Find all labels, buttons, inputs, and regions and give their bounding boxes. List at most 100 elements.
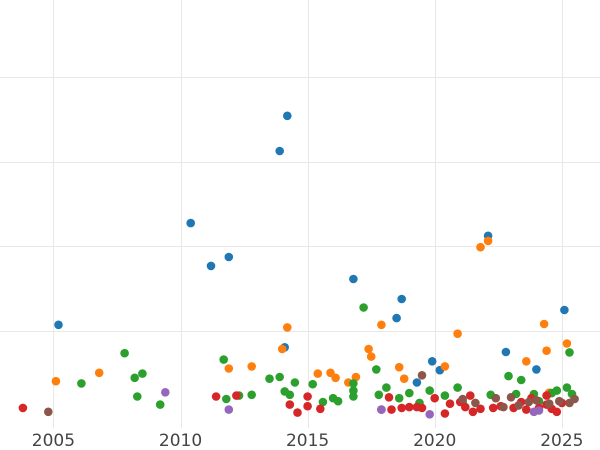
series-0 (54, 111, 569, 387)
data-point (501, 347, 511, 357)
data-point (51, 376, 61, 386)
data-point (219, 355, 228, 364)
data-point (552, 407, 562, 417)
data-point (445, 399, 455, 409)
data-point (285, 400, 295, 409)
series-4 (161, 388, 544, 419)
data-point (222, 394, 231, 404)
data-point (331, 373, 340, 383)
data-point (186, 218, 195, 228)
data-point (54, 320, 63, 330)
data-point (313, 369, 323, 378)
data-point (491, 393, 501, 403)
x-axis-ticks: 2005 2010 2015 2020 2025 (32, 431, 584, 450)
data-point (430, 393, 440, 403)
data-point (453, 329, 462, 339)
data-point (303, 392, 312, 401)
data-point (206, 261, 216, 271)
x-tick-label: 2020 (413, 431, 456, 450)
data-point (377, 405, 386, 414)
data-point (318, 397, 328, 407)
data-point (522, 405, 531, 414)
data-point (130, 373, 139, 383)
data-point (377, 320, 386, 330)
data-point (397, 294, 407, 304)
data-point (522, 357, 531, 366)
data-point (211, 392, 221, 401)
data-point (570, 394, 579, 404)
data-point (488, 403, 498, 413)
data-point (427, 357, 437, 366)
data-point (453, 383, 462, 392)
data-point (539, 319, 549, 329)
data-point (560, 305, 569, 315)
data-point (565, 348, 574, 357)
data-point (77, 379, 86, 388)
data-point (440, 409, 450, 418)
data-point (405, 402, 414, 412)
data-point (155, 400, 165, 409)
data-point (417, 403, 427, 413)
data-point (275, 146, 285, 156)
data-point (471, 398, 480, 408)
data-point (283, 323, 292, 332)
data-point (247, 390, 256, 400)
data-point (532, 365, 541, 374)
x-tick-label: 2015 (286, 431, 329, 450)
data-point (461, 402, 470, 412)
data-point (133, 392, 142, 401)
data-point (94, 368, 104, 378)
data-point (542, 391, 551, 400)
data-points (18, 111, 579, 419)
data-point (366, 352, 376, 361)
data-point (552, 386, 562, 395)
data-point (562, 383, 572, 392)
grid (0, 0, 600, 428)
data-point (440, 391, 450, 400)
data-point (483, 236, 493, 246)
data-point (514, 401, 523, 410)
data-point (405, 388, 414, 398)
data-point (544, 399, 554, 409)
data-point (232, 391, 241, 400)
data-point (349, 274, 358, 284)
data-point (392, 313, 401, 323)
data-point (308, 379, 318, 389)
data-point (387, 405, 396, 414)
data-point (283, 111, 292, 121)
x-tick-label: 2005 (32, 431, 75, 450)
data-point (504, 371, 513, 381)
data-point (524, 397, 534, 407)
data-point (468, 407, 478, 417)
data-point (275, 372, 285, 382)
data-point (516, 375, 526, 385)
series-1 (51, 236, 572, 398)
data-point (499, 402, 508, 412)
data-point (349, 379, 358, 388)
data-point (476, 242, 485, 252)
data-point (138, 369, 147, 378)
x-tick-label: 2010 (159, 431, 202, 450)
data-point (247, 362, 256, 371)
data-point (364, 344, 373, 354)
data-point (425, 410, 435, 419)
x-tick-label: 2025 (540, 431, 583, 450)
data-point (534, 406, 544, 415)
data-point (425, 386, 435, 395)
data-point (303, 401, 312, 411)
data-point (562, 339, 572, 348)
data-point (440, 362, 450, 371)
data-point (349, 386, 358, 395)
data-point (506, 393, 516, 402)
data-point (349, 392, 358, 401)
data-point (161, 388, 170, 397)
data-point (394, 362, 404, 372)
data-point (466, 391, 475, 400)
data-point (120, 348, 129, 358)
data-point (532, 396, 541, 405)
data-point (359, 303, 368, 312)
series-5 (44, 371, 579, 417)
data-point (293, 408, 302, 417)
data-point (265, 374, 274, 384)
